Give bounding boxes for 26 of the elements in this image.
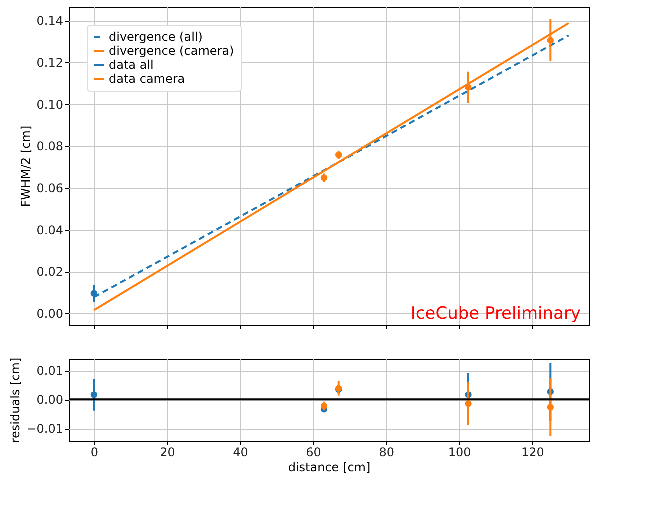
y-tick-label: −0.01 — [26, 422, 64, 436]
x-tick-label: 80 — [379, 446, 394, 460]
x-axis-title: distance [cm] — [288, 460, 371, 474]
y-tick-label: 0.08 — [36, 140, 64, 154]
y-axis-title: FWHM/2 [cm] — [18, 126, 33, 208]
x-tick-label: 120 — [521, 446, 544, 460]
y-tick-label: 0.02 — [36, 265, 64, 280]
y-tick-label: 0.14 — [36, 14, 64, 28]
y-tick-label: 0.01 — [36, 364, 64, 378]
y-axis-title: residuals [cm] — [8, 358, 23, 444]
y-tick-label: 0.12 — [36, 56, 64, 70]
legend-label: divergence (camera) — [109, 44, 234, 58]
legend-label: data camera — [109, 72, 186, 86]
y-tick-label: 0.10 — [36, 98, 64, 112]
x-tick-label: 40 — [233, 446, 248, 460]
y-tick-label: 0.00 — [36, 306, 64, 321]
legend-label: data all — [109, 58, 154, 72]
y-tick-label: 0.04 — [36, 223, 64, 238]
x-tick-label: 100 — [448, 446, 472, 460]
y-tick-label: 0.06 — [36, 181, 64, 196]
x-tick-label: 20 — [160, 446, 176, 460]
x-tick-label: 0 — [90, 446, 99, 460]
legend-label: divergence (all) — [109, 30, 203, 44]
annotation: IceCube Preliminary — [410, 304, 581, 324]
x-tick-label: 60 — [306, 446, 322, 460]
y-tick-label: 0.00 — [36, 393, 64, 408]
